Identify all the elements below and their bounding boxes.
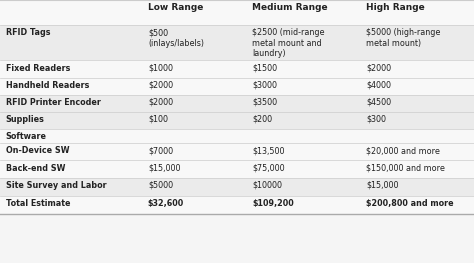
Text: $2000: $2000	[366, 64, 391, 73]
Text: Total Estimate: Total Estimate	[6, 199, 70, 208]
Text: $3000: $3000	[252, 81, 277, 90]
Bar	[0, 178, 474, 196]
Text: $5000 (high-range
metal mount): $5000 (high-range metal mount)	[366, 28, 440, 48]
Text: Back-end SW: Back-end SW	[6, 164, 65, 173]
Text: Software: Software	[6, 132, 46, 141]
Text: $13,500: $13,500	[252, 146, 285, 155]
Bar	[0, 78, 474, 95]
Text: $2000: $2000	[148, 81, 173, 90]
Bar	[0, 60, 474, 78]
Text: Supplies: Supplies	[6, 115, 45, 124]
Text: $7000: $7000	[148, 146, 173, 155]
Text: $300: $300	[366, 115, 386, 124]
Text: $3500: $3500	[252, 98, 277, 107]
Text: High Range: High Range	[366, 3, 425, 12]
Text: RFID Tags: RFID Tags	[6, 28, 50, 37]
Bar	[0, 196, 474, 214]
Bar	[0, 95, 474, 112]
Bar	[0, 129, 474, 143]
Text: $15,000: $15,000	[148, 164, 181, 173]
Text: $75,000: $75,000	[252, 164, 285, 173]
Text: $2500 (mid-range
metal mount and
laundry): $2500 (mid-range metal mount and laundry…	[252, 28, 325, 58]
Text: Low Range: Low Range	[148, 3, 203, 12]
Text: RFID Printer Encoder: RFID Printer Encoder	[6, 98, 100, 107]
Bar	[0, 112, 474, 129]
Text: $500
(inlays/labels): $500 (inlays/labels)	[148, 28, 204, 48]
Text: $1500: $1500	[252, 64, 277, 73]
Text: $5000: $5000	[148, 181, 173, 190]
Text: $1000: $1000	[148, 64, 173, 73]
Text: $150,000 and more: $150,000 and more	[366, 164, 445, 173]
Text: $100: $100	[148, 115, 168, 124]
Text: $200,800 and more: $200,800 and more	[366, 199, 454, 208]
Text: Medium Range: Medium Range	[252, 3, 328, 12]
Text: $4500: $4500	[366, 98, 391, 107]
Bar	[0, 143, 474, 160]
Text: Fixed Readers: Fixed Readers	[6, 64, 70, 73]
Text: $20,000 and more: $20,000 and more	[366, 146, 440, 155]
Bar	[0, 25, 474, 60]
Text: $4000: $4000	[366, 81, 391, 90]
Text: $15,000: $15,000	[366, 181, 399, 190]
Text: $32,600: $32,600	[148, 199, 184, 208]
Text: $10000: $10000	[252, 181, 282, 190]
Text: On-Device SW: On-Device SW	[6, 146, 69, 155]
Text: $2000: $2000	[148, 98, 173, 107]
Bar	[0, 0, 474, 25]
Bar	[0, 160, 474, 178]
Text: $200: $200	[252, 115, 272, 124]
Text: $109,200: $109,200	[252, 199, 294, 208]
Text: Handheld Readers: Handheld Readers	[6, 81, 89, 90]
Text: Site Survey and Labor: Site Survey and Labor	[6, 181, 106, 190]
